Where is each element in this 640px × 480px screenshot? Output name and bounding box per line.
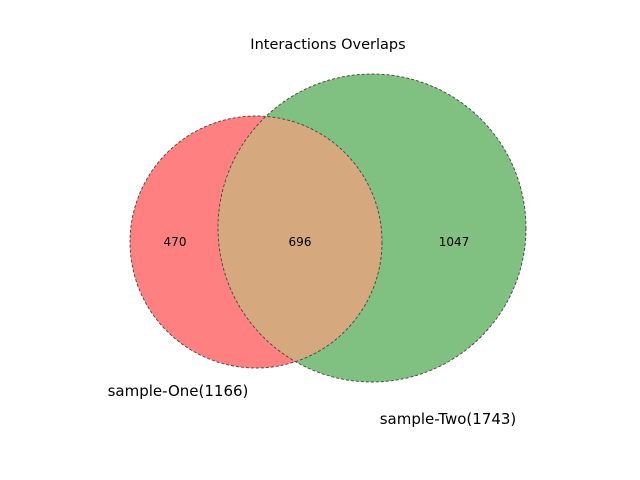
chart-title: Interactions Overlaps xyxy=(250,37,405,53)
set-b-outline xyxy=(217,73,527,383)
set-a-outline xyxy=(129,115,383,369)
set-b-label: sample-Two(1743) xyxy=(380,410,517,428)
intersection-region xyxy=(218,116,382,368)
set-a-only-count: 470 xyxy=(164,235,187,249)
set-b-only-count: 1047 xyxy=(439,235,470,249)
set-a-label: sample-One(1166) xyxy=(108,382,249,400)
intersection-count: 696 xyxy=(289,235,312,249)
